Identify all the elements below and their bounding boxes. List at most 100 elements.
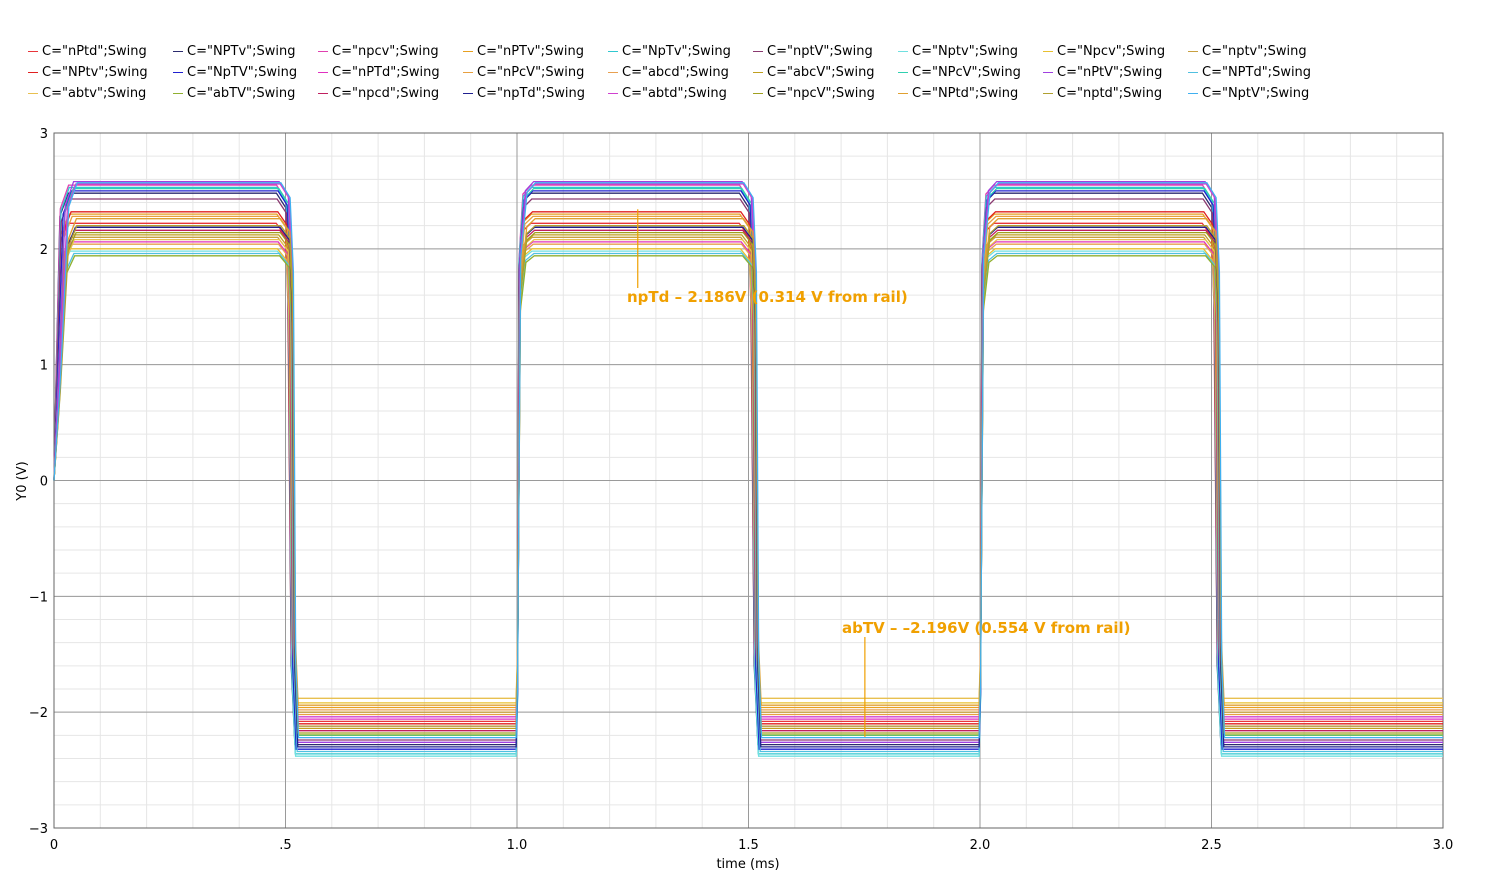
legend-label: C="npcv";Swing (332, 43, 439, 59)
legend-swatch (318, 92, 328, 94)
legend-swatch (1043, 92, 1053, 94)
legend-label: C="NPtv";Swing (42, 64, 148, 80)
series-line (53, 186, 1443, 755)
legend-item: C="nptd";Swing (1043, 85, 1162, 101)
series-line (53, 252, 1443, 753)
legend-label: C="abtd";Swing (622, 85, 727, 101)
series-line (53, 234, 1443, 730)
legend-swatch (463, 50, 473, 52)
legend-swatch (898, 92, 908, 94)
legend-label: C="Npcv";Swing (1057, 43, 1166, 59)
annotation-layer: npTd – 2.186V (0.314 V from rail) abTV – … (627, 209, 1131, 737)
y-tick-label: −3 (29, 822, 48, 837)
legend-item: C="abTV";Swing (173, 85, 295, 101)
annotation-label: npTd – 2.186V (0.314 V from rail) (627, 288, 908, 306)
legend: C="nPtd";Swing C="NPTv";Swing C="npcv";Swi… (0, 0, 1498, 110)
legend-item: C="nptv";Swing (1188, 43, 1307, 59)
series-line (53, 198, 1443, 741)
legend-item: C="NPTd";Swing (1188, 64, 1311, 80)
legend-swatch (463, 71, 473, 73)
series-line (53, 218, 1443, 706)
series-layer (53, 180, 1443, 757)
series-line (53, 226, 1443, 748)
legend-item: C="NPtv";Swing (28, 64, 148, 80)
y-tick-label: 0 (40, 475, 48, 490)
annotation-label: abTV – –2.196V (0.554 V from rail) (842, 619, 1131, 637)
legend-swatch (608, 50, 618, 52)
legend-label: C="npcV";Swing (767, 85, 875, 101)
legend-swatch (898, 71, 908, 73)
legend-item: C="npTd";Swing (463, 85, 585, 101)
legend-item: C="abtd";Swing (608, 85, 727, 101)
legend-label: C="nPcV";Swing (477, 64, 585, 80)
series-line (53, 211, 1443, 725)
x-tick-label: 2.0 (970, 838, 991, 853)
legend-label: C="Nptv";Swing (912, 43, 1019, 59)
series-line (53, 231, 1443, 734)
legend-label: C="NpTV";Swing (187, 64, 298, 80)
x-tick-label: 1.5 (738, 838, 759, 853)
x-tick-label: 3.0 (1433, 838, 1454, 853)
legend-label: C="nptV";Swing (767, 43, 873, 59)
legend-item: C="abtv";Swing (28, 85, 146, 101)
legend-label: C="nptd";Swing (1057, 85, 1163, 101)
legend-label: C="nPtV";Swing (1057, 64, 1163, 80)
series-line (53, 229, 1443, 732)
legend-item: C="nPtd";Swing (28, 43, 147, 59)
legend-label: C="NPtd";Swing (912, 85, 1019, 101)
legend-item: C="nPTd";Swing (318, 64, 440, 80)
legend-label: C="abcd";Swing (622, 64, 729, 80)
legend-label: C="abtv";Swing (42, 85, 147, 101)
y-tick-label: −2 (29, 706, 48, 721)
legend-swatch (173, 71, 183, 73)
legend-label: C="abTV";Swing (187, 85, 296, 101)
series-line (53, 238, 1443, 699)
series-line (53, 183, 1443, 718)
legend-swatch (28, 92, 38, 94)
legend-item: C="Npcv";Swing (1043, 43, 1165, 59)
x-tick-label: 0 (50, 838, 58, 853)
legend-item: C="nptV";Swing (753, 43, 873, 59)
legend-swatch (1043, 50, 1053, 52)
series-line (53, 187, 1443, 736)
legend-label: C="NPcV";Swing (912, 64, 1021, 80)
legend-item: C="nPcV";Swing (463, 64, 584, 80)
legend-swatch (318, 71, 328, 73)
legend-label: C="NPTd";Swing (1202, 64, 1312, 80)
x-axis-label: time (ms) (716, 857, 779, 872)
legend-label: C="npTd";Swing (477, 85, 585, 101)
legend-swatch (898, 50, 908, 52)
legend-item: C="NpTV";Swing (173, 64, 297, 80)
legend-item: C="NpTv";Swing (608, 43, 731, 59)
legend-label: C="NpTv";Swing (622, 43, 731, 59)
x-tick-label: .5 (279, 838, 291, 853)
legend-swatch (1043, 71, 1053, 73)
series-line (53, 241, 1443, 720)
x-tick-label: 1.0 (507, 838, 528, 853)
series-line (53, 225, 1443, 727)
legend-swatch (28, 71, 38, 73)
legend-swatch (1188, 92, 1198, 94)
legend-item: C="NPtd";Swing (898, 85, 1018, 101)
y-tick-label: 1 (40, 359, 48, 374)
legend-item: C="nPtV";Swing (1043, 64, 1162, 80)
series-line (53, 190, 1443, 750)
legend-label: C="nPTv";Swing (477, 43, 585, 59)
y-tick-label: 2 (40, 243, 48, 258)
legend-swatch (1188, 50, 1198, 52)
legend-swatch (28, 50, 38, 52)
legend-label: C="nPTd";Swing (332, 64, 440, 80)
legend-item: C="abcd";Swing (608, 64, 729, 80)
legend-swatch (608, 71, 618, 73)
legend-item: C="NPcV";Swing (898, 64, 1021, 80)
legend-item: C="abcV";Swing (753, 64, 875, 80)
legend-swatch (753, 50, 763, 52)
legend-label: C="nPtd";Swing (42, 43, 147, 59)
legend-swatch (173, 50, 183, 52)
x-tick-label: 2.5 (1201, 838, 1222, 853)
legend-swatch (463, 92, 473, 94)
legend-item: C="npcv";Swing (318, 43, 439, 59)
y-tick-label: −1 (29, 590, 48, 605)
series-line (53, 192, 1443, 746)
